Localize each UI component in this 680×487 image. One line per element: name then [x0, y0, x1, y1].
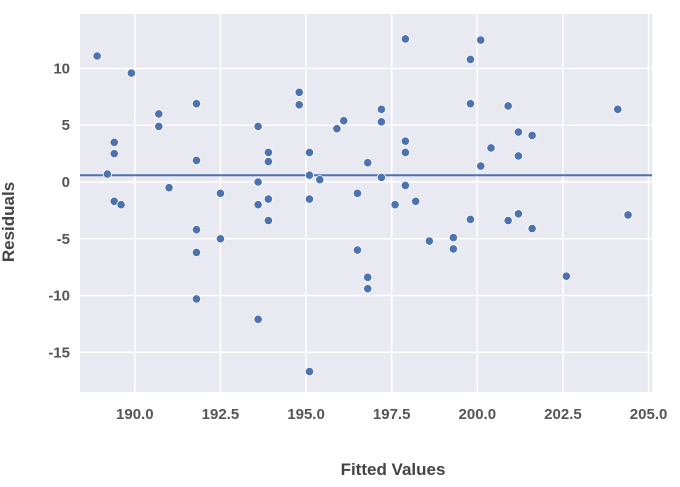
- x-axis-label: Fitted Values: [341, 460, 446, 479]
- data-point: [109, 137, 119, 147]
- data-point: [154, 121, 164, 131]
- data-point: [527, 223, 537, 234]
- data-point: [613, 104, 623, 114]
- x-tick-label: 202.5: [544, 406, 582, 423]
- data-point: [332, 124, 342, 134]
- data-point: [352, 245, 363, 255]
- data-point: [376, 117, 387, 127]
- x-tick-label: 197.5: [373, 406, 411, 423]
- data-point: [263, 215, 273, 226]
- data-point: [400, 34, 410, 44]
- data-point: [363, 272, 373, 282]
- data-point: [513, 151, 524, 161]
- data-point: [92, 51, 102, 61]
- data-point: [294, 100, 304, 110]
- data-point: [294, 87, 304, 97]
- data-point: [465, 54, 476, 65]
- data-point: [424, 236, 434, 246]
- y-axis-label: Residuals: [0, 182, 18, 262]
- data-point: [476, 161, 486, 171]
- data-point: [390, 200, 400, 210]
- grid-lines: [80, 14, 652, 392]
- data-point: [304, 147, 315, 158]
- data-point: [561, 271, 571, 281]
- data-point: [191, 225, 202, 235]
- data-points: [92, 34, 633, 377]
- data-point: [215, 234, 226, 244]
- data-point: [411, 196, 421, 206]
- data-point: [102, 169, 113, 179]
- data-point: [400, 147, 410, 158]
- data-point: [304, 194, 315, 204]
- x-tick-label: 192.5: [202, 406, 240, 423]
- data-point: [513, 209, 524, 219]
- data-point: [363, 284, 373, 294]
- y-tick-label: 5: [62, 117, 70, 134]
- data-point: [486, 143, 496, 153]
- data-point: [352, 188, 363, 198]
- data-point: [253, 314, 263, 324]
- data-point: [191, 155, 202, 166]
- x-tick-label: 190.0: [116, 406, 154, 423]
- data-point: [263, 194, 273, 204]
- data-point: [109, 149, 119, 159]
- y-tick-label: -10: [48, 288, 70, 305]
- data-point: [263, 147, 273, 158]
- data-point: [400, 180, 410, 191]
- data-point: [503, 215, 513, 226]
- data-point: [363, 158, 373, 168]
- y-tick-label: -15: [48, 344, 70, 361]
- data-point: [465, 214, 476, 225]
- data-point: [448, 244, 458, 254]
- data-point: [476, 35, 486, 45]
- data-point: [527, 130, 537, 141]
- x-tick-labels: 190.0 192.5 195.0 197.5 200.0 202.5 205.0: [116, 406, 667, 423]
- y-tick-label: 10: [53, 60, 70, 77]
- data-point: [400, 136, 410, 146]
- data-point: [191, 99, 202, 109]
- y-tick-label: -5: [57, 231, 70, 248]
- data-point: [164, 183, 174, 193]
- plot-background: [80, 14, 652, 392]
- x-tick-label: 200.0: [459, 406, 497, 423]
- data-point: [503, 101, 513, 111]
- x-tick-label: 205.0: [630, 406, 668, 423]
- data-point: [263, 156, 273, 167]
- y-tick-labels: 10 5 0 -5 -10 -15: [48, 60, 70, 361]
- data-point: [154, 109, 164, 119]
- data-point: [465, 99, 476, 109]
- data-point: [126, 68, 136, 78]
- data-point: [376, 172, 387, 183]
- data-point: [315, 175, 325, 185]
- data-point: [304, 170, 315, 180]
- data-point: [376, 104, 387, 114]
- data-point: [253, 200, 263, 210]
- data-point: [253, 121, 263, 131]
- data-point: [448, 233, 458, 243]
- data-point: [253, 177, 263, 187]
- data-point: [191, 247, 202, 257]
- data-point: [339, 116, 349, 126]
- data-point: [304, 366, 315, 377]
- data-point: [513, 127, 524, 137]
- data-point: [623, 210, 633, 220]
- data-point: [116, 200, 126, 210]
- data-point: [191, 294, 202, 304]
- x-tick-label: 195.0: [287, 406, 325, 423]
- data-point: [215, 188, 226, 198]
- y-tick-label: 0: [62, 174, 70, 191]
